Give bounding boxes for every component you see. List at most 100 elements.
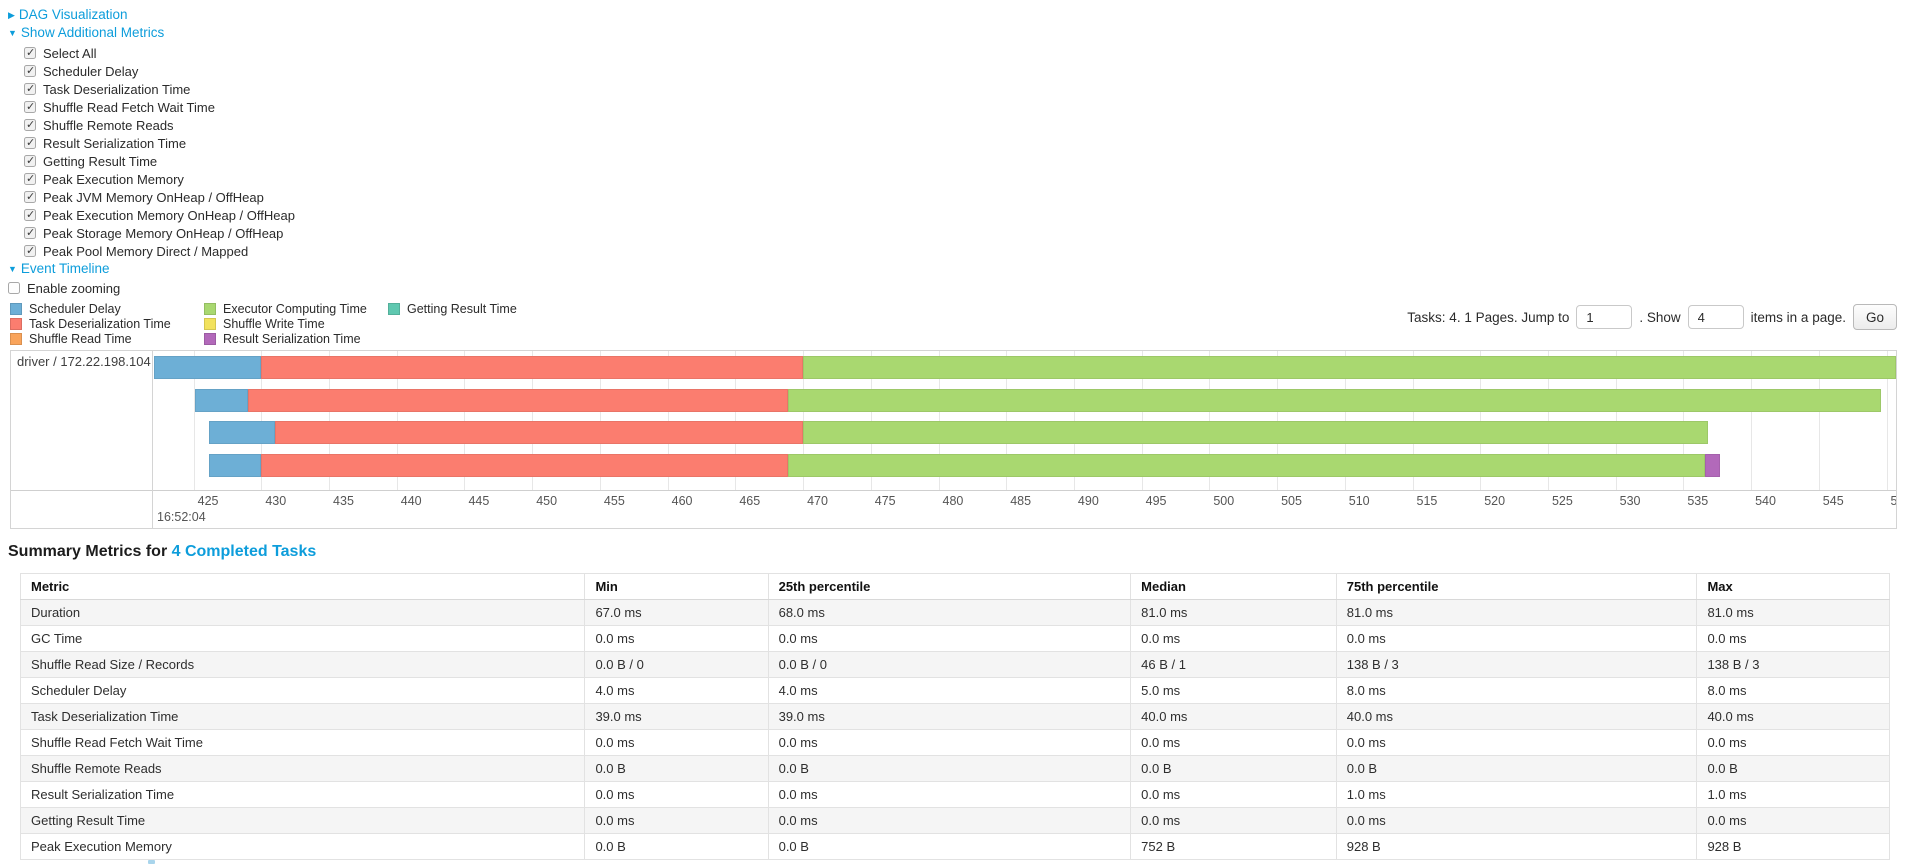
summary-metrics-heading: Summary Metrics for 4 Completed Tasks xyxy=(8,543,1907,561)
task-bar-segment-scheduler-delay[interactable] xyxy=(208,421,275,445)
timeline-gridline xyxy=(1006,351,1008,490)
show-additional-metrics-toggle[interactable]: ▼ Show Additional Metrics xyxy=(8,24,1907,42)
legend-label: Scheduler Delay xyxy=(29,302,121,316)
checkbox-icon[interactable] xyxy=(24,172,36,185)
legend-pagination-row: Scheduler Delay Task Deserialization Time… xyxy=(10,302,1897,346)
metric-value-cell: 0.0 B xyxy=(1696,755,1890,782)
jump-to-page-input[interactable] xyxy=(1576,305,1633,329)
metric-name-cell: Scheduler Delay xyxy=(19,677,586,704)
metric-value-cell: 0.0 ms xyxy=(1335,729,1698,756)
axis-tick-label: 535 xyxy=(1687,494,1709,508)
metric-checkbox-row-peak-pool-memory-direct-mapped[interactable]: Peak Pool Memory Direct / Mapped xyxy=(24,242,1907,260)
go-button[interactable]: Go xyxy=(1852,304,1897,330)
timeline-plot: 425 430 435 440 445 450 455 460 465 470 475 480 485 4… xyxy=(153,351,1896,528)
metric-checkbox-row-select-all[interactable]: Select All xyxy=(24,44,1907,62)
metric-checkbox-row-getting-result-time[interactable]: Getting Result Time xyxy=(24,152,1907,170)
legend-label: Task Deserialization Time xyxy=(29,317,171,331)
task-bar-segment-executor-computing-time[interactable] xyxy=(803,421,1708,445)
metric-name-cell: Task Deserialization Time xyxy=(19,703,586,730)
legend-color-swatch xyxy=(388,303,400,315)
enable-zooming-row[interactable]: Enable zooming xyxy=(8,279,1907,297)
checkbox-icon[interactable] xyxy=(24,190,36,203)
metric-checkbox-row-shuffle-read-fetch-wait-time[interactable]: Shuffle Read Fetch Wait Time xyxy=(24,98,1907,116)
task-bar-segment-task-deserialization-time[interactable] xyxy=(261,356,804,379)
metric-value-cell: 928 B xyxy=(1696,833,1890,860)
metric-name-cell: Shuffle Remote Reads xyxy=(19,755,586,782)
metric-name-cell: Result Serialization Time xyxy=(19,781,586,808)
metric-value-cell: 68.0 ms xyxy=(767,599,1132,626)
timeline-plot-area xyxy=(153,351,1896,491)
timeline-gridline xyxy=(803,351,805,490)
task-bar-segment-scheduler-delay[interactable] xyxy=(194,388,248,412)
metric-name-cell: Shuffle Read Size / Records xyxy=(19,651,586,678)
task-bar-segment-scheduler-delay[interactable] xyxy=(154,356,262,379)
axis-tick-label: 480 xyxy=(942,494,964,508)
items-per-page-input[interactable] xyxy=(1687,305,1744,329)
axis-tick-label: 525 xyxy=(1551,494,1573,508)
task-bar-segment-executor-computing-time[interactable] xyxy=(803,356,1896,379)
axis-major-time-label: 16:52:04 xyxy=(157,510,206,524)
metric-value-cell: 39.0 ms xyxy=(767,703,1132,730)
checkbox-icon[interactable] xyxy=(24,100,36,113)
metric-value-cell: 0.0 ms xyxy=(584,807,769,834)
task-bar-segment-executor-computing-time[interactable] xyxy=(788,454,1706,478)
metric-value-cell: 8.0 ms xyxy=(1335,677,1698,704)
checkbox-label: Getting Result Time xyxy=(43,153,158,169)
event-timeline-toggle[interactable]: ▼ Event Timeline xyxy=(8,260,1907,278)
checkbox-label: Scheduler Delay xyxy=(43,63,139,79)
checkbox-icon[interactable] xyxy=(24,46,36,59)
checkbox-icon[interactable] xyxy=(24,208,36,221)
axis-tick-label: 475 xyxy=(874,494,896,508)
legend-label: Shuffle Write Time xyxy=(223,317,325,331)
table-row-scheduler-delay: Scheduler Delay 4.0 ms 4.0 ms 5.0 ms 8.0 ms 8… xyxy=(19,677,1890,704)
metric-value-cell: 0.0 B xyxy=(584,755,769,782)
timeline-gridline xyxy=(938,351,940,490)
tasks-pagination: Tasks: 4. 1 Pages. Jump to . Show items … xyxy=(1407,304,1897,330)
timeline-gridline xyxy=(193,351,195,490)
axis-tick-label: 545 xyxy=(1822,494,1844,508)
checkbox-icon[interactable] xyxy=(24,118,36,131)
metric-checkbox-row-peak-jvm-memory-onheap-offheap[interactable]: Peak JVM Memory OnHeap / OffHeap xyxy=(24,188,1907,206)
timeline-gridline xyxy=(1615,351,1617,490)
task-bar-segment-executor-computing-time[interactable] xyxy=(788,388,1882,412)
checkbox-icon[interactable] xyxy=(24,244,36,257)
checkbox-icon[interactable] xyxy=(24,136,36,149)
metric-value-cell: 0.0 B / 0 xyxy=(767,651,1132,678)
metric-value-cell: 0.0 B xyxy=(1335,755,1698,782)
table-header-max: Max xyxy=(1696,573,1890,600)
dag-visualization-toggle[interactable]: ▶ DAG Visualization xyxy=(8,6,1907,24)
metric-checkbox-row-peak-storage-memory-onheap-offheap[interactable]: Peak Storage Memory OnHeap / OffHeap xyxy=(24,224,1907,242)
metric-checkbox-row-result-serialization-time[interactable]: Result Serialization Time xyxy=(24,134,1907,152)
timeline-gridline xyxy=(1751,351,1753,490)
metric-value-cell: 752 B xyxy=(1130,833,1337,860)
task-bar-segment-scheduler-delay[interactable] xyxy=(208,454,262,478)
checkbox-icon[interactable] xyxy=(24,226,36,239)
task-bar-segment-task-deserialization-time[interactable] xyxy=(247,388,789,412)
metric-checkbox-row-peak-execution-memory-onheap-offheap[interactable]: Peak Execution Memory OnHeap / OffHeap xyxy=(24,206,1907,224)
checkbox-icon[interactable] xyxy=(24,64,36,77)
checkbox-icon[interactable] xyxy=(24,82,36,95)
completed-tasks-link[interactable]: 4 Completed Tasks xyxy=(171,543,317,560)
axis-tick-label: 550 xyxy=(1890,494,1896,508)
metric-checkbox-row-scheduler-delay[interactable]: Scheduler Delay xyxy=(24,62,1907,80)
checkbox-label: Select All xyxy=(43,45,97,61)
axis-tick-label: 450 xyxy=(536,494,558,508)
table-header-75th-percentile: 75th percentile xyxy=(1335,573,1698,600)
task-bar-segment-result-serialization-time[interactable] xyxy=(1705,454,1720,478)
task-bar-segment-task-deserialization-time[interactable] xyxy=(274,421,804,445)
timeline-legend: Scheduler Delay Task Deserialization Time… xyxy=(10,302,517,346)
metric-checkbox-row-task-deserialization-time[interactable]: Task Deserialization Time xyxy=(24,80,1907,98)
checkbox-icon[interactable] xyxy=(24,154,36,167)
enable-zooming-checkbox[interactable] xyxy=(8,282,20,294)
metric-checkbox-row-peak-execution-memory[interactable]: Peak Execution Memory xyxy=(24,170,1907,188)
table-header-25th-percentile: 25th percentile xyxy=(767,573,1132,600)
table-row-gc-time: GC Time 0.0 ms 0.0 ms 0.0 ms 0.0 ms 0.0 ms xyxy=(19,625,1890,652)
metric-value-cell: 5.0 ms xyxy=(1130,677,1337,704)
checkbox-label: Shuffle Remote Reads xyxy=(43,117,174,133)
metric-checkbox-row-shuffle-remote-reads[interactable]: Shuffle Remote Reads xyxy=(24,116,1907,134)
legend-color-swatch xyxy=(204,318,216,330)
timeline-gridline xyxy=(1412,351,1414,490)
task-bar-segment-task-deserialization-time[interactable] xyxy=(261,454,789,478)
metric-name-cell: Shuffle Read Fetch Wait Time xyxy=(19,729,586,756)
metric-value-cell: 4.0 ms xyxy=(767,677,1132,704)
